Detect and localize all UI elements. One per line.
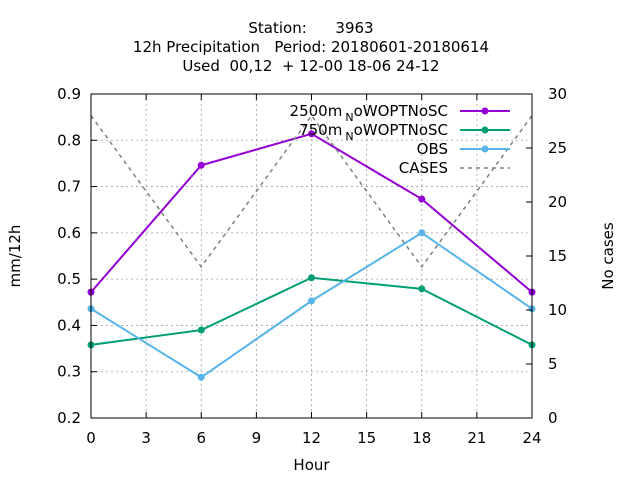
title-line-0: Station: 3963 — [248, 19, 373, 37]
series-1-point — [418, 285, 426, 293]
y-tick-label: 0.8 — [57, 131, 81, 149]
x-tick-label: 24 — [522, 429, 541, 447]
legend-marker-0 — [481, 107, 489, 115]
x-tick-label: 21 — [467, 429, 486, 447]
x-tick-label: 18 — [412, 429, 431, 447]
series-1-point — [197, 326, 205, 334]
legend-text-rest: oWOPTNoSC — [354, 102, 448, 120]
series-0-point — [197, 161, 205, 169]
legend-text-rest: oWOPTNoSC — [354, 121, 448, 139]
legend-text: CASES — [399, 159, 448, 177]
y-tick-label: 0.6 — [57, 224, 81, 242]
series-2-point — [308, 297, 315, 305]
title-line-1: 12h Precipitation Period: 20180601-20180… — [133, 38, 489, 56]
series-0-point — [308, 130, 315, 138]
x-tick-label: 0 — [86, 429, 96, 447]
x-tick-label: 3 — [141, 429, 151, 447]
y2-axis-label: No cases — [599, 222, 617, 290]
legend-label-3: CASES — [399, 159, 448, 177]
y2-tick-label: 15 — [548, 247, 567, 265]
y2-tick-label: 30 — [548, 85, 567, 103]
y-tick-label: 0.3 — [57, 363, 81, 381]
grid — [91, 94, 532, 418]
y2-tick-label: 25 — [548, 139, 567, 157]
plot-area — [87, 114, 536, 381]
y-tick-label: 0.4 — [57, 316, 81, 334]
y-tick-label: 0.5 — [57, 270, 81, 288]
legend-label-2: OBS — [417, 140, 448, 158]
x-axis-label: Hour — [293, 456, 330, 474]
y2-tick-label: 5 — [548, 355, 558, 373]
series-0-point — [418, 195, 426, 203]
series-2-point — [418, 229, 426, 237]
legend-marker-1 — [481, 126, 489, 134]
legend-label-1: 750m NoWOPTNoSC — [299, 121, 448, 143]
legend-text: 2500m — [290, 102, 343, 120]
x-tick-label: 12 — [302, 429, 321, 447]
legend-marker-2 — [481, 145, 489, 153]
y-tick-label: 0.2 — [57, 409, 81, 427]
series-1-point — [308, 274, 315, 282]
legend-text: 750m — [299, 121, 342, 139]
y2-tick-label: 0 — [548, 409, 558, 427]
legend-text: OBS — [417, 140, 448, 158]
y2-tick-label: 10 — [548, 301, 567, 319]
x-tick-label: 9 — [252, 429, 262, 447]
axes: 0 3 6 9 12 15 18 21 24 0.2 0.3 0.4 0.5 0.6 0.7 0.8 0.9 0 5… — [57, 85, 567, 447]
title-line-2: Used 00,12 + 12-00 18-06 24-12 — [182, 57, 439, 75]
series-2-point — [197, 373, 205, 381]
series-line-0 — [90, 132, 533, 293]
legend-label-0: 2500m NoWOPTNoSC — [290, 102, 448, 124]
x-tick-label: 6 — [196, 429, 206, 447]
y-axis-label: mm/12h — [6, 225, 24, 288]
legend-subscript: N — [345, 130, 353, 143]
x-tick-label: 15 — [357, 429, 376, 447]
y-tick-label: 0.7 — [57, 178, 81, 196]
y2-tick-label: 20 — [548, 193, 567, 211]
legend-subscript: N — [345, 111, 353, 124]
y-tick-label: 0.9 — [57, 85, 81, 103]
